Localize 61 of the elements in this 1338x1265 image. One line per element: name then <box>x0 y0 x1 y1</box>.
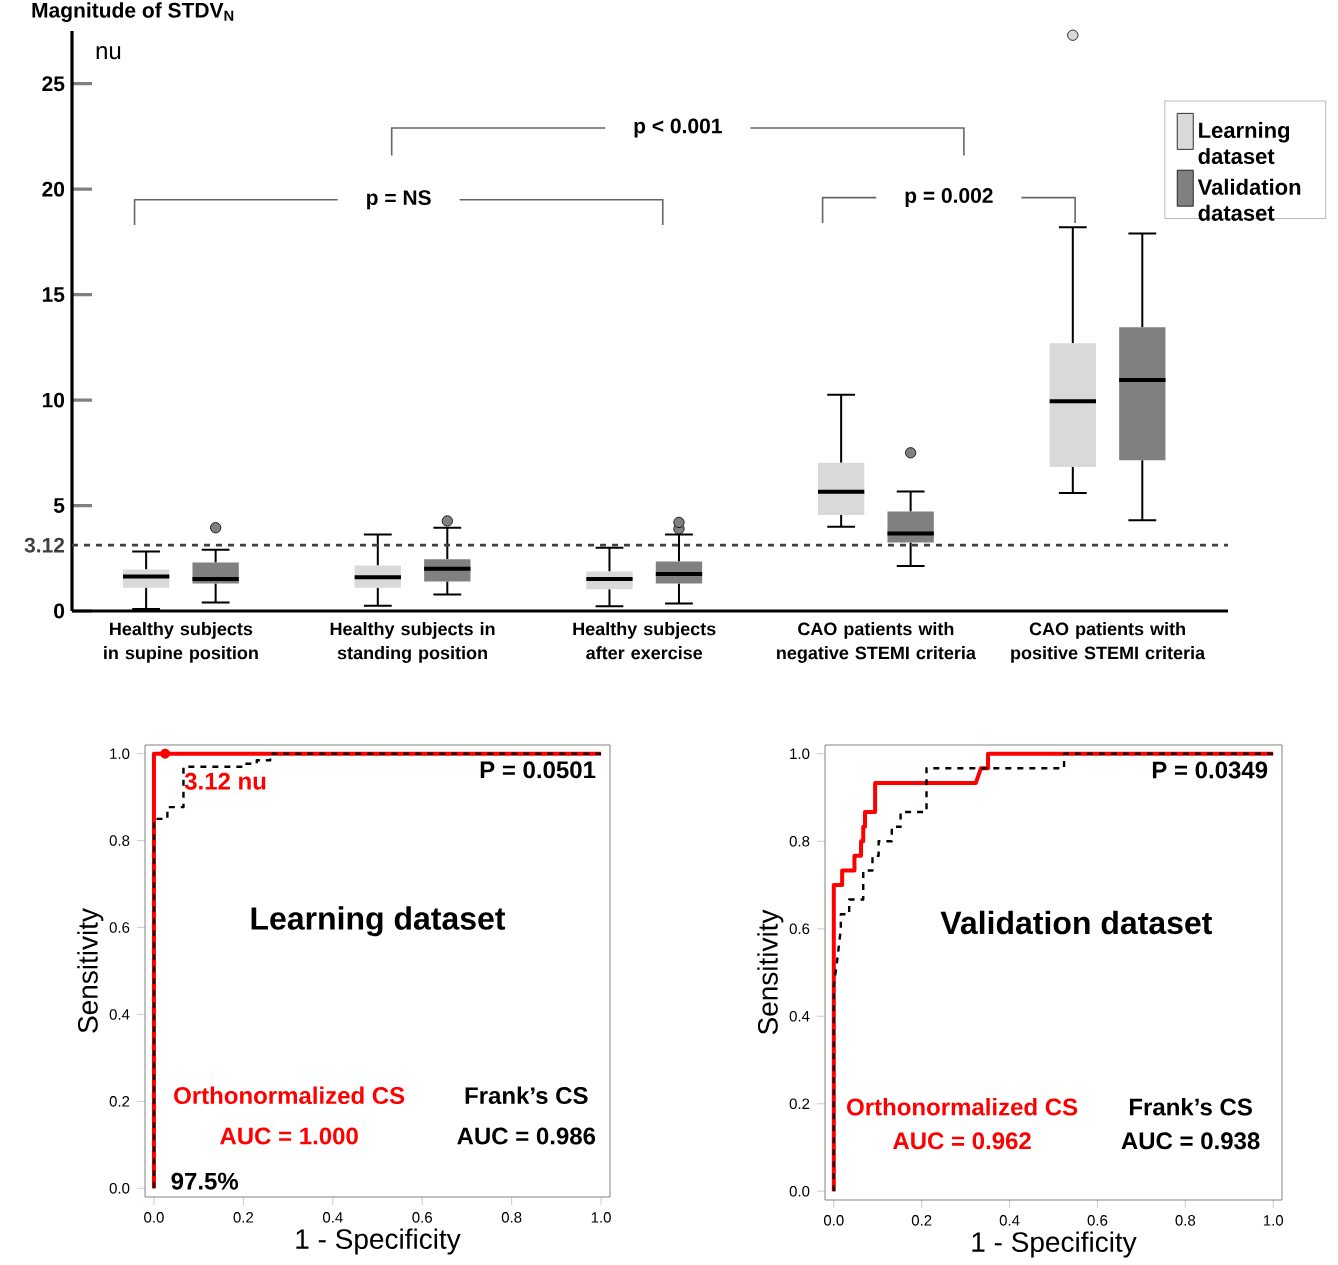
x-tick-label: 0.8 <box>501 1212 522 1223</box>
annotation: p = NS <box>367 190 431 210</box>
series-label: Orthonormalized CS <box>847 1097 1078 1116</box>
y-tick-label: 0.8 <box>789 835 810 847</box>
text: Learning dataset <box>251 906 506 937</box>
text: Validation dataset <box>940 910 1212 935</box>
x-tick-label: 0.6 <box>1087 1215 1108 1226</box>
y-tick-label: 0.8 <box>109 835 130 846</box>
y-tick-label: 0.0 <box>109 1182 130 1194</box>
y-tick-label: 0 <box>54 603 65 619</box>
x-tick-label: 0.6 <box>412 1212 432 1223</box>
text: Frank’s CS <box>1129 1097 1252 1116</box>
x-tick-label: 0.2 <box>233 1212 254 1223</box>
legend-label: Validation dataset <box>1197 178 1301 221</box>
x-tick-label: 0.8 <box>1175 1215 1196 1226</box>
y-tick-label: 0.6 <box>109 922 130 933</box>
x-tick-label: Healthy subjects in supine position <box>104 622 258 663</box>
y-tick-label: 10 <box>42 392 65 408</box>
annotation: 3.12 nu <box>184 772 266 790</box>
x-tick-label: 0.4 <box>999 1215 1020 1226</box>
y-axis-title: nu <box>96 46 121 60</box>
y-tick-label: 0.2 <box>109 1096 130 1107</box>
y-tick-label: 25 <box>42 76 65 92</box>
annotation: P = 0.0349 <box>1152 761 1268 779</box>
y-tick-label: 15 <box>42 287 65 302</box>
series-label: Orthonormalized CS <box>174 1086 405 1105</box>
ref-line-label: 3.12 <box>24 537 65 553</box>
annotation: AUC = 0.938 <box>1121 1132 1260 1150</box>
y-tick-label: 0.6 <box>789 923 810 935</box>
y-tick-label: 0.4 <box>789 1010 810 1022</box>
annotation: AUC = 1.000 <box>220 1127 358 1145</box>
annotation: AUC = 0.986 <box>457 1127 596 1145</box>
y-tick-label: 5 <box>53 498 65 513</box>
x-tick-label: Healthy subjects after exercise <box>573 622 716 660</box>
y-axis-title: Sensitivity <box>77 908 104 1033</box>
x-tick-label: 1.0 <box>591 1212 611 1223</box>
x-tick-label: 0.0 <box>823 1215 844 1226</box>
x-axis-title: 1 - Specificity <box>296 1228 461 1255</box>
x-axis-title: 1 - Specificity <box>972 1231 1137 1258</box>
x-tick-label: 0.0 <box>144 1212 164 1223</box>
annotation: P = 0.0501 <box>480 761 596 779</box>
y-tick-label: 1.0 <box>110 748 130 760</box>
chart-title: Magnitude of STDV$_{N}$ <box>32 2 234 22</box>
x-tick-label: 1.0 <box>1263 1215 1284 1226</box>
legend-label: Learning dataset <box>1198 121 1290 165</box>
y-axis-title: Sensitivity <box>757 909 784 1035</box>
annotation: p < 0.001 <box>634 118 722 138</box>
y-tick-label: 1.0 <box>790 748 810 760</box>
x-tick-label: 0.4 <box>322 1212 343 1223</box>
text: Frank’s CS <box>465 1086 588 1105</box>
x-tick-label: CAO patients with positive STEMI criteria <box>1011 622 1206 663</box>
y-tick-label: 20 <box>42 181 65 197</box>
x-tick-label: CAO patients with negative STEMI criteria <box>777 622 977 663</box>
y-tick-label: 0.4 <box>109 1009 130 1020</box>
x-tick-label: 0.2 <box>911 1215 932 1226</box>
y-tick-label: 0.2 <box>789 1098 810 1110</box>
annotation: AUC = 0.962 <box>893 1132 1031 1150</box>
annotation: p = 0.002 <box>905 188 993 208</box>
y-tick-label: 0.0 <box>789 1185 810 1197</box>
x-tick-label: Healthy subjects in standing position <box>330 622 495 663</box>
annotation: 97.5% <box>171 1172 239 1190</box>
